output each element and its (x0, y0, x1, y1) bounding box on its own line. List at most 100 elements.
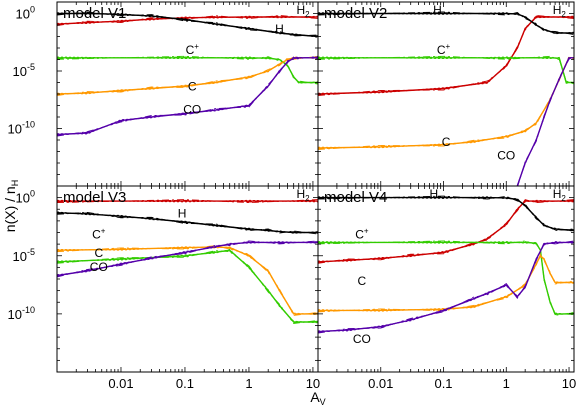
series-line-h-variant-1 (318, 196, 574, 231)
species-label: C+ (92, 227, 106, 242)
x-tick-label: 0.1 (176, 376, 194, 391)
species-sup: + (194, 42, 199, 51)
species-label: C (358, 274, 367, 288)
panel-2-series (318, 11, 574, 186)
panel-4: model V4 H2 H C+ C CO (317, 185, 575, 373)
series-line-h-variant-2 (57, 211, 318, 234)
series-line-h2-variant-3 (318, 199, 574, 264)
y-tick-exp: -10 (22, 305, 35, 315)
series-line-c-variant-3 (57, 245, 318, 316)
x-tick-label: 10 (562, 376, 576, 391)
species-label: H (433, 3, 442, 17)
series-line-cplus-variant-1 (318, 56, 574, 84)
y-tick-labels: 100 10-5 10-10 100 10-5 10-10 (8, 5, 35, 322)
species-sup: + (364, 227, 369, 236)
species-label: H2 (296, 3, 310, 19)
species-sub: 2 (305, 10, 310, 19)
species-sub: 2 (305, 194, 310, 203)
series-line-co-variant-2 (57, 56, 318, 135)
series-line-co-variant-1 (57, 56, 318, 136)
species-label: CO (353, 332, 371, 346)
panel-frame (317, 1, 575, 187)
series-line-cplus-variant-2 (57, 56, 318, 84)
panel-3-series (57, 199, 318, 324)
series-line-co-variant-3 (517, 55, 574, 186)
series-line-h-variant-3 (318, 195, 574, 231)
x-tick-label: 0.1 (434, 376, 452, 391)
series-line-c-variant-3 (318, 253, 574, 313)
y-tick-label: 10-10 (8, 120, 35, 137)
species-label: CO (183, 103, 201, 117)
y-tick-label: 10-5 (13, 247, 35, 264)
panel-3: model V3 H2 H C+ CCO (56, 185, 319, 373)
y-tick-exp: 0 (30, 189, 35, 199)
species-label: C+ (186, 42, 200, 57)
species-label: C+ (355, 227, 369, 242)
y-tick-label: 100 (16, 189, 35, 206)
series-line-h2-variant-2 (318, 15, 574, 94)
species-label: CO (497, 149, 515, 163)
x-tick-label: 1 (245, 376, 252, 391)
series-line-h-variant-3 (57, 11, 318, 37)
species-sub: 2 (561, 194, 566, 203)
series-line-cplus-variant-3 (318, 240, 574, 316)
panel-title: model V2 (324, 5, 387, 22)
panel-2: model V2 H2 H C+ C CO (317, 1, 575, 187)
x-tick-labels: 0.01 0.1 1 10 0.01 0.1 1 10 (108, 376, 576, 391)
species-label: H (429, 187, 438, 201)
species-label: C (94, 246, 103, 260)
series-line-h2-variant-3 (57, 15, 318, 27)
panel-title: model V3 (63, 189, 126, 206)
series-line-co (318, 241, 574, 333)
species-label: C (442, 135, 451, 149)
species-sup: + (101, 227, 106, 236)
panel-ticks (317, 1, 574, 187)
species-label: C (188, 80, 197, 94)
x-tick-label: 0.01 (108, 376, 133, 391)
species-sup: + (446, 42, 451, 51)
series-line-co (57, 57, 318, 136)
series-line-c-variant-3 (57, 55, 318, 96)
panel-4-series (318, 195, 574, 334)
x-label-sub: V (320, 397, 326, 407)
series-line-co-variant-3 (318, 240, 574, 334)
series-line-cplus-variant-2 (318, 56, 574, 84)
y-axis-label: n(X) / nH (2, 180, 20, 232)
series-line-h-variant-2 (318, 196, 574, 232)
series-line-co-variant-1 (318, 241, 574, 333)
species-label: H (275, 22, 284, 36)
series-line-co-variant-3 (57, 240, 318, 278)
series-line-h2-variant-3 (318, 15, 574, 96)
species-label: H2 (553, 187, 567, 203)
series-line-co-variant-1 (517, 56, 574, 186)
series-line-h2-variant-1 (318, 15, 574, 96)
y-tick-label: 10-5 (13, 62, 35, 79)
x-tick-label: 0.01 (368, 376, 393, 391)
series-line-h2-variant-3 (57, 199, 318, 204)
series-line-cplus (318, 241, 574, 315)
series-line-co-variant-3 (57, 55, 318, 137)
series-line-co (516, 57, 574, 186)
series-line-cplus-variant-3 (318, 55, 574, 85)
panel-1-series (57, 11, 318, 137)
x-axis-label: AV (310, 389, 325, 407)
series-line-cplus-variant-3 (57, 55, 318, 85)
panel-1: model V1 H2 H C+ C CO (56, 1, 319, 187)
y-tick-exp: -10 (22, 120, 35, 130)
species-label: CO (90, 260, 108, 274)
x-tick-label: 1 (503, 376, 510, 391)
series-line-h-variant-3 (318, 11, 574, 35)
species-label: H2 (296, 187, 310, 203)
y-tick-label: 100 (16, 5, 35, 22)
y-tick-exp: 0 (30, 5, 35, 15)
x-tick-label: 10 (306, 376, 320, 391)
series-line-h2-variant-2 (57, 15, 318, 24)
panel-title: model V4 (324, 189, 387, 206)
series-line-co-variant-2 (516, 56, 574, 186)
series-line-cplus-variant-1 (57, 56, 318, 84)
series-line-cplus (318, 57, 574, 84)
species-label: H2 (553, 3, 567, 19)
y-tick-exp: -5 (27, 247, 35, 257)
